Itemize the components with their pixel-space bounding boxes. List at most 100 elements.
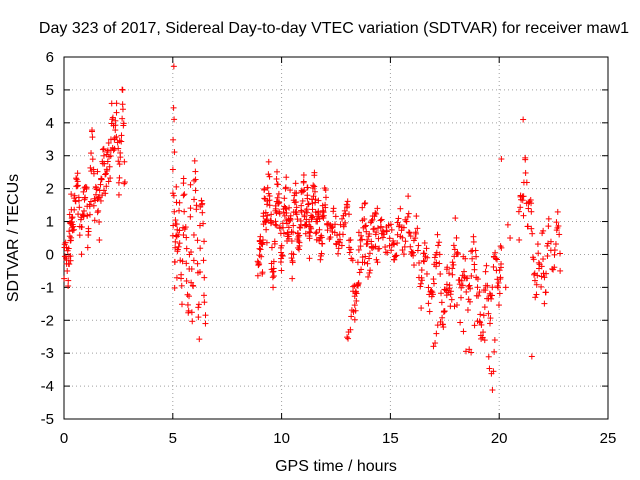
- data-point: [320, 212, 327, 219]
- data-point: [183, 245, 190, 252]
- data-point: [418, 267, 425, 274]
- data-point: [69, 214, 76, 221]
- data-point: [286, 204, 293, 211]
- data-point: [367, 267, 374, 274]
- data-point: [528, 208, 535, 215]
- data-point: [121, 180, 128, 187]
- data-point: [431, 254, 438, 261]
- data-point: [507, 235, 514, 241]
- data-point: [471, 266, 478, 273]
- data-point: [459, 282, 466, 289]
- data-point: [171, 116, 178, 123]
- y-axis-label: SDTVAR / TECUs: [5, 174, 22, 302]
- data-point: [113, 109, 120, 116]
- data-point: [487, 315, 494, 322]
- y-tick-label: 6: [46, 49, 54, 66]
- data-point: [176, 207, 183, 214]
- data-point: [102, 171, 109, 178]
- data-point: [178, 275, 185, 282]
- data-point: [347, 246, 354, 253]
- data-point: [534, 241, 541, 248]
- data-point: [171, 284, 178, 291]
- data-point: [407, 243, 414, 250]
- data-point: [296, 239, 303, 246]
- data-point: [540, 227, 547, 234]
- data-point: [289, 275, 296, 282]
- data-point: [97, 197, 104, 204]
- data-point: [345, 335, 352, 342]
- data-point: [343, 204, 350, 211]
- data-point: [362, 253, 369, 260]
- data-point: [312, 230, 319, 237]
- data-point: [298, 202, 305, 209]
- data-point: [105, 178, 112, 185]
- x-tick-label: 10: [273, 430, 290, 447]
- data-point: [93, 186, 100, 193]
- data-point: [311, 183, 318, 190]
- data-point: [278, 267, 285, 274]
- data-point: [196, 268, 203, 275]
- data-point: [295, 233, 302, 240]
- data-point: [169, 166, 176, 173]
- data-point: [405, 193, 412, 200]
- data-point: [382, 244, 389, 251]
- data-point: [430, 276, 437, 283]
- data-point: [174, 246, 181, 253]
- data-point: [357, 243, 364, 250]
- data-point: [541, 274, 548, 281]
- data-point: [496, 290, 503, 297]
- data-point: [460, 328, 467, 335]
- data-point: [538, 263, 545, 270]
- data-point: [529, 230, 536, 237]
- y-tick-label: 0: [46, 246, 54, 263]
- data-point: [103, 166, 110, 173]
- data-point: [474, 284, 481, 291]
- data-point: [364, 260, 371, 267]
- data-point: [394, 240, 401, 247]
- data-point: [349, 257, 356, 264]
- data-point: [453, 234, 460, 241]
- data-point: [269, 274, 276, 281]
- data-point: [545, 215, 552, 222]
- data-point: [274, 168, 281, 175]
- data-point: [308, 214, 315, 221]
- data-point: [334, 232, 341, 239]
- data-point: [481, 304, 488, 311]
- data-point: [294, 216, 301, 223]
- data-point: [80, 213, 87, 220]
- data-point: [359, 254, 366, 261]
- data-point: [71, 206, 78, 213]
- data-point: [179, 301, 186, 308]
- data-point: [424, 254, 431, 261]
- data-point: [449, 259, 456, 266]
- data-point: [486, 320, 493, 327]
- data-point: [74, 178, 81, 185]
- data-point: [352, 289, 359, 296]
- data-point: [99, 146, 106, 153]
- data-point: [447, 288, 454, 295]
- data-point: [274, 181, 281, 188]
- data-point: [495, 279, 502, 286]
- data-point: [555, 222, 562, 229]
- data-point: [361, 215, 368, 222]
- data-point: [374, 259, 381, 266]
- data-point: [374, 225, 381, 232]
- data-point: [296, 246, 303, 253]
- data-point: [421, 250, 428, 257]
- data-point: [202, 320, 209, 327]
- data-point: [381, 231, 388, 238]
- data-point: [454, 251, 461, 258]
- data-point: [502, 284, 509, 291]
- data-point: [102, 190, 109, 197]
- data-point: [312, 196, 319, 203]
- data-point: [303, 222, 310, 229]
- data-point: [468, 349, 475, 356]
- data-point: [192, 187, 199, 194]
- data-point: [390, 241, 397, 248]
- data-point: [351, 316, 358, 323]
- data-point: [180, 232, 187, 239]
- data-point: [188, 266, 195, 273]
- x-tick-label: 25: [600, 430, 617, 447]
- data-point: [355, 246, 362, 253]
